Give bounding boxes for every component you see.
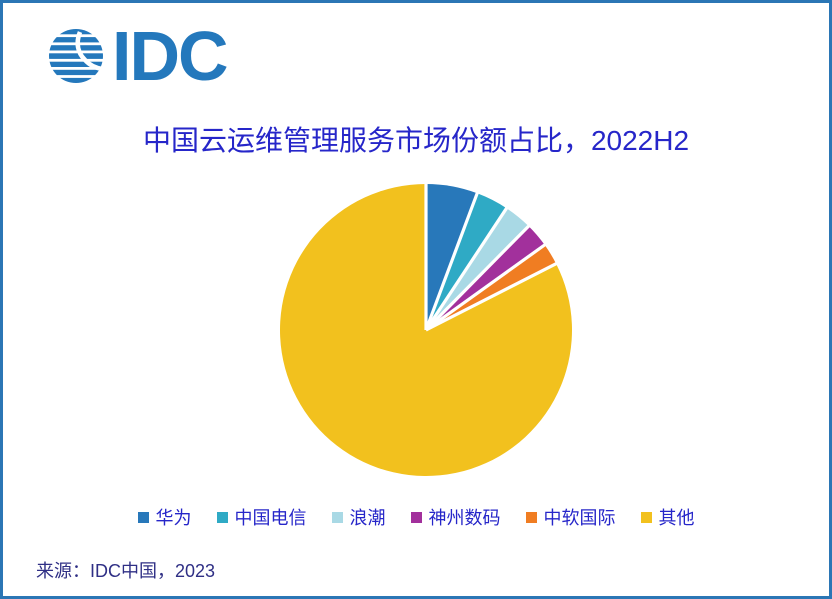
legend-item-华为: 华为 bbox=[137, 504, 192, 530]
legend-marker bbox=[640, 511, 652, 523]
legend-marker bbox=[525, 511, 537, 523]
legend-label: 其他 bbox=[658, 508, 695, 528]
legend-marker bbox=[410, 511, 422, 523]
pie-chart bbox=[280, 182, 572, 476]
pie-slice-神州数码 bbox=[426, 226, 545, 330]
pie-slice-中国电信 bbox=[426, 193, 507, 330]
legend-item-中软国际: 中软国际 bbox=[525, 504, 616, 530]
pie-slice-浪潮 bbox=[426, 208, 529, 330]
legend-label: 神州数码 bbox=[428, 508, 501, 528]
pie-slice-separator bbox=[424, 190, 480, 331]
pie-slice-separator bbox=[424, 223, 532, 332]
pie-slice-separator bbox=[425, 242, 548, 332]
legend-label: 华为 bbox=[155, 508, 192, 528]
idc-globe-icon bbox=[49, 29, 103, 83]
chart-title: 中国云运维管理服务市场份额占比，2022H2 bbox=[142, 125, 690, 156]
chart-legend: 华为 中国电信 浪潮 神州数码 中软国际 其他 bbox=[3, 504, 829, 530]
idc-logo-text: IDC bbox=[112, 17, 229, 95]
source-note: 来源：IDC中国，2023 bbox=[36, 561, 216, 581]
pie-slice-separator bbox=[424, 205, 509, 331]
legend-item-其他: 其他 bbox=[640, 504, 695, 530]
legend-label: 中软国际 bbox=[543, 508, 616, 528]
legend-item-浪潮: 浪潮 bbox=[331, 504, 386, 530]
pie-slice-其他 bbox=[280, 184, 572, 476]
legend-item-神州数码: 神州数码 bbox=[410, 504, 501, 530]
legend-item-中国电信: 中国电信 bbox=[216, 504, 307, 530]
pie-slice-中软国际 bbox=[426, 244, 557, 330]
idc-logo: IDC bbox=[49, 17, 229, 95]
pie-chart-area bbox=[276, 180, 576, 480]
legend-label: 中国电信 bbox=[234, 508, 307, 528]
pie-slice-separator bbox=[425, 261, 559, 332]
legend-marker bbox=[216, 511, 228, 523]
legend-marker bbox=[331, 511, 343, 523]
legend-marker bbox=[137, 511, 149, 523]
legend-label: 浪潮 bbox=[349, 508, 386, 528]
